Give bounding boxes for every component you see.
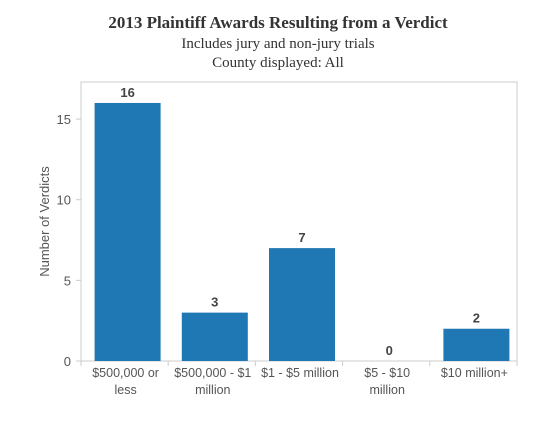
x-category-label-line: $5 - $10	[364, 366, 410, 380]
y-tick-label: 15	[57, 112, 71, 127]
bar-value-label: 7	[298, 230, 305, 245]
bar	[269, 248, 335, 361]
bar	[181, 312, 248, 361]
x-category-label-line: million	[369, 383, 404, 397]
bar	[94, 102, 161, 361]
x-category-label-line: $500,000 - $1	[174, 366, 251, 380]
bar-value-label: 3	[211, 295, 218, 310]
x-category-label: $500,000 or less	[92, 366, 159, 397]
x-category-label: $5 - $10 million	[364, 366, 410, 397]
x-category-label-line: less	[114, 383, 136, 397]
x-category-label-line: $10 million+	[441, 366, 508, 380]
y-tick-label: 10	[57, 193, 71, 208]
x-category-label-line: $1 - $5 million	[261, 366, 339, 380]
y-tick-label: 5	[64, 273, 71, 288]
bar-value-label: 2	[473, 311, 480, 326]
y-tick-label: 0	[64, 354, 71, 369]
y-axis-label: Number of Verdicts	[37, 166, 52, 277]
x-category-label: $500,000 - $1 million	[174, 366, 251, 397]
x-category-label-line: million	[195, 383, 230, 397]
x-category-label: $10 million+	[441, 366, 508, 380]
chart-subtitle-county: County displayed: All	[212, 55, 344, 71]
chart-subtitle: Includes jury and non-jury trials	[181, 36, 375, 52]
x-category-label: $1 - $5 million	[261, 366, 339, 380]
bar-value-label: 16	[120, 85, 134, 100]
x-category-label-line: $500,000 or	[92, 366, 159, 380]
bar	[443, 328, 510, 361]
bar-value-label: 0	[386, 343, 393, 358]
chart-title: 2013 Plaintiff Awards Resulting from a V…	[108, 13, 448, 32]
